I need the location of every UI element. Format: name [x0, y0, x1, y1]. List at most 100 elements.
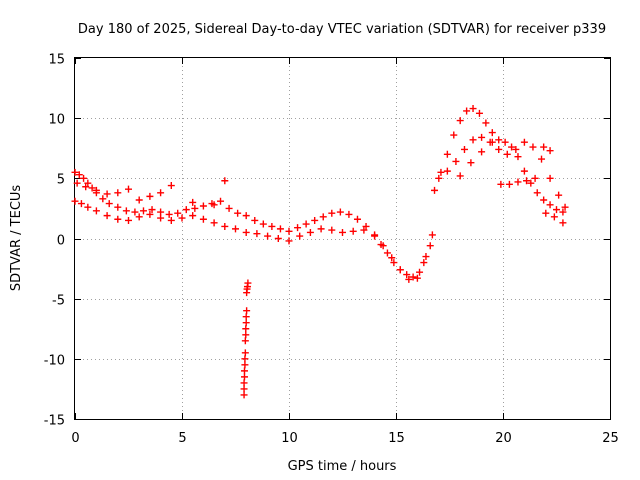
- data-point: [405, 275, 413, 283]
- data-point: [199, 202, 207, 210]
- series-sdtvar_dip_near_8h: [240, 279, 252, 399]
- data-point: [139, 207, 147, 215]
- y-tick-label: -10: [44, 354, 65, 369]
- data-point: [362, 222, 370, 230]
- data-point: [520, 138, 528, 146]
- data-point: [512, 145, 520, 153]
- series-sdtvar_track_c: [73, 177, 229, 209]
- data-point: [88, 184, 96, 192]
- data-point: [114, 189, 122, 197]
- data-point: [157, 214, 165, 222]
- data-point: [533, 189, 541, 197]
- data-point: [538, 155, 546, 163]
- data-point: [105, 200, 113, 208]
- data-point: [431, 186, 439, 194]
- data-point: [241, 361, 249, 369]
- data-point: [460, 145, 468, 153]
- data-point: [497, 180, 505, 188]
- data-point: [467, 159, 475, 167]
- series-sdtvar_track_a: [71, 168, 436, 281]
- data-point: [253, 230, 261, 238]
- data-point: [475, 109, 483, 117]
- data-point: [383, 249, 391, 257]
- data-point: [503, 150, 511, 158]
- data-point: [241, 355, 249, 363]
- series-sdtvar_track_e: [435, 133, 569, 211]
- data-point: [336, 208, 344, 216]
- data-point: [75, 171, 83, 179]
- data-point: [84, 179, 92, 187]
- data-point: [488, 129, 496, 137]
- data-point: [189, 198, 197, 206]
- data-point: [240, 373, 248, 381]
- series-sdtvar_track_f: [456, 138, 554, 188]
- data-point: [167, 182, 175, 190]
- tick-layer: 0 5 10 15 20 25 -15 -10 -5 0 5 10 15: [44, 53, 619, 447]
- data-point: [80, 174, 88, 182]
- data-point: [210, 201, 218, 209]
- data-point: [540, 143, 548, 151]
- data-point: [296, 232, 304, 240]
- y-tick-label: 0: [57, 234, 65, 249]
- x-tick-label: 20: [495, 431, 512, 446]
- data-point: [264, 232, 272, 240]
- data-point: [242, 331, 250, 339]
- x-tick-label: 0: [71, 431, 79, 446]
- data-point: [501, 138, 509, 146]
- data-point: [328, 226, 336, 234]
- data-point: [339, 228, 346, 236]
- data-point: [178, 214, 186, 222]
- data-point: [390, 259, 398, 267]
- data-point: [251, 216, 259, 224]
- data-point: [114, 215, 122, 223]
- data-point: [360, 226, 368, 234]
- data-point: [114, 203, 122, 211]
- data-point: [217, 197, 225, 205]
- data-point: [241, 337, 249, 345]
- x-tick-label: 15: [388, 431, 405, 446]
- data-point: [148, 206, 156, 214]
- data-point: [349, 227, 357, 235]
- data-point: [488, 138, 496, 146]
- data-point: [403, 271, 411, 279]
- data-point: [135, 196, 143, 204]
- data-point: [242, 228, 250, 236]
- data-point: [553, 206, 560, 214]
- data-point: [157, 189, 165, 197]
- data-point: [520, 167, 528, 175]
- data-point: [443, 150, 451, 158]
- data-point: [165, 210, 173, 218]
- data-point: [122, 207, 130, 215]
- data-point: [328, 209, 336, 217]
- data-point: [495, 145, 503, 153]
- data-point: [276, 225, 284, 233]
- data-point: [285, 227, 293, 235]
- data-point: [495, 136, 503, 144]
- data-point: [191, 204, 199, 212]
- data-point: [435, 174, 443, 182]
- data-point: [561, 203, 569, 211]
- data-point: [103, 190, 111, 198]
- data-point: [450, 131, 458, 139]
- data-point: [221, 222, 229, 230]
- x-axis-label: GPS time / hours: [288, 459, 397, 474]
- data-point: [540, 196, 548, 204]
- data-point: [234, 209, 242, 217]
- data-point: [443, 167, 451, 175]
- data-point: [242, 319, 250, 327]
- data-point: [241, 349, 249, 357]
- y-tick-label: 10: [48, 113, 65, 128]
- data-point: [505, 180, 513, 188]
- data-point: [514, 178, 522, 186]
- data-point: [285, 237, 293, 245]
- data-point: [317, 225, 325, 233]
- data-point: [240, 385, 248, 393]
- x-tick-label: 25: [602, 431, 619, 446]
- data-point: [456, 172, 464, 180]
- data-point: [396, 266, 404, 274]
- data-point: [182, 206, 190, 214]
- data-point: [508, 143, 516, 151]
- data-point: [199, 215, 207, 223]
- data-point: [546, 201, 554, 209]
- data-point: [240, 391, 248, 399]
